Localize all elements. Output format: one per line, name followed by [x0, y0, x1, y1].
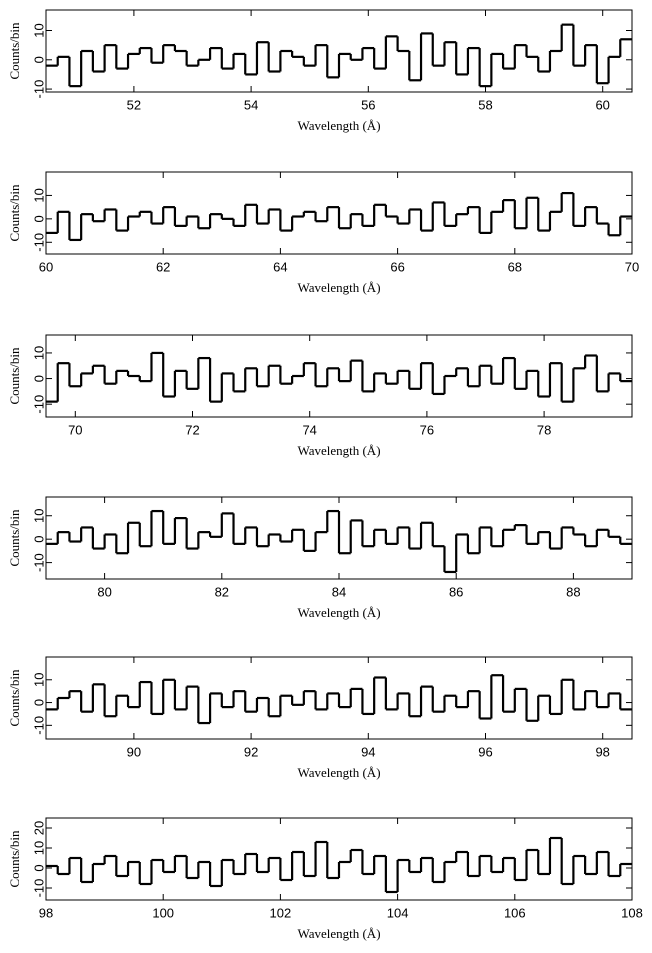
- x-axis-label: Wavelength (Å): [297, 118, 380, 133]
- x-tick-label: 66: [390, 259, 404, 274]
- x-axis-label: Wavelength (Å): [297, 926, 380, 941]
- y-axis-label: Counts/bin: [7, 22, 22, 80]
- x-tick-label: 102: [270, 905, 292, 920]
- y-tick-label: 10: [31, 346, 46, 360]
- x-tick-label: 94: [361, 744, 375, 759]
- y-tick-label: -10: [31, 553, 46, 572]
- x-tick-label: 80: [97, 584, 111, 599]
- x-tick-label: 58: [478, 97, 492, 112]
- plot-frame: [45, 9, 633, 93]
- x-tick-label: 56: [361, 97, 375, 112]
- x-axis-label: Wavelength (Å): [297, 765, 380, 780]
- x-tick-label: 106: [504, 905, 526, 920]
- x-tick-label: 90: [127, 744, 141, 759]
- y-tick-label: 20: [31, 821, 46, 835]
- x-tick-label: 60: [595, 97, 609, 112]
- y-tick-label: 10: [31, 841, 46, 855]
- y-tick-label: 10: [31, 188, 46, 202]
- x-tick-label: 74: [302, 422, 316, 437]
- y-tick-label: 10: [31, 673, 46, 687]
- x-tick-label: 88: [566, 584, 580, 599]
- y-tick-label: -10: [31, 879, 46, 898]
- y-axis-label: Counts/bin: [7, 184, 22, 242]
- x-tick-label: 96: [478, 744, 492, 759]
- x-tick-label: 70: [625, 259, 639, 274]
- y-axis-label: Counts/bin: [7, 347, 22, 405]
- y-axis-label: Counts/bin: [7, 509, 22, 567]
- x-tick-label: 68: [508, 259, 522, 274]
- x-tick-label: 60: [39, 259, 53, 274]
- y-tick-label: -10: [31, 716, 46, 735]
- x-axis-label: Wavelength (Å): [297, 280, 380, 295]
- y-tick-label: 0: [31, 56, 46, 63]
- y-axis-label: Counts/bin: [7, 830, 22, 888]
- y-tick-label: 0: [31, 536, 46, 543]
- x-tick-label: 62: [156, 259, 170, 274]
- y-tick-label: 0: [31, 375, 46, 382]
- x-tick-label: 108: [621, 905, 643, 920]
- x-tick-label: 82: [215, 584, 229, 599]
- y-tick-label: 10: [31, 23, 46, 37]
- y-tick-label: -10: [31, 395, 46, 414]
- plot-frame: [45, 334, 633, 418]
- x-tick-label: 72: [185, 422, 199, 437]
- x-tick-label: 76: [420, 422, 434, 437]
- y-tick-label: -10: [31, 80, 46, 99]
- x-tick-label: 84: [332, 584, 346, 599]
- x-tick-label: 92: [244, 744, 258, 759]
- x-axis-label: Wavelength (Å): [297, 443, 380, 458]
- y-tick-label: -10: [31, 233, 46, 252]
- x-axis-label: Wavelength (Å): [297, 605, 380, 620]
- x-tick-label: 52: [127, 97, 141, 112]
- y-tick-label: 10: [31, 509, 46, 523]
- x-tick-label: 100: [152, 905, 174, 920]
- x-tick-label: 70: [68, 422, 82, 437]
- y-axis-label: Counts/bin: [7, 669, 22, 727]
- x-tick-label: 98: [595, 744, 609, 759]
- x-tick-label: 86: [449, 584, 463, 599]
- y-tick-label: 0: [31, 699, 46, 706]
- y-tick-label: 0: [31, 864, 46, 871]
- x-tick-label: 64: [273, 259, 287, 274]
- x-tick-label: 104: [387, 905, 409, 920]
- x-tick-label: 98: [39, 905, 53, 920]
- x-tick-label: 54: [244, 97, 258, 112]
- plot-frame: [45, 656, 633, 740]
- x-tick-label: 78: [537, 422, 551, 437]
- plot-frame: [45, 171, 633, 255]
- y-tick-label: 0: [31, 215, 46, 222]
- plot-frame: [45, 817, 633, 901]
